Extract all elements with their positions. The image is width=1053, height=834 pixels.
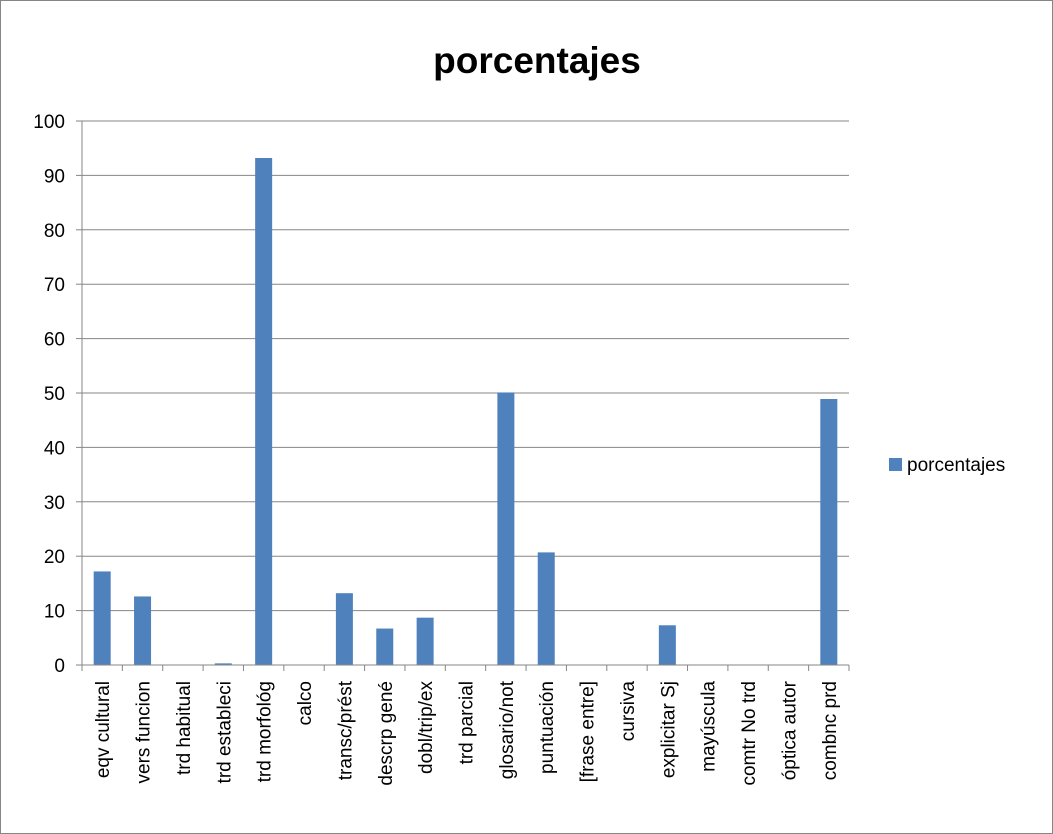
- bar-18: [820, 398, 838, 665]
- x-tick-label-14: explicitar Sj: [658, 681, 679, 778]
- x-tick-label-3: trd estableci: [214, 681, 235, 783]
- y-tick-label-0: 0: [54, 656, 65, 677]
- gridlines: [82, 120, 849, 612]
- x-tick-label-9: trd parcial: [457, 681, 478, 764]
- y-tick-label-8: 80: [44, 221, 65, 242]
- bar-0: [93, 571, 111, 665]
- bars: [93, 157, 838, 665]
- x-tick-label-7: descrp gené: [376, 681, 397, 786]
- x-tick-label-6: transc/prést: [335, 680, 356, 780]
- y-tick-label-1: 10: [44, 602, 65, 623]
- y-tick-label-2: 20: [44, 547, 65, 568]
- bar-8: [416, 617, 434, 665]
- bar-11: [537, 552, 555, 665]
- bar-4: [255, 157, 273, 665]
- x-tick-label-13: cursiva: [618, 681, 639, 742]
- bar-1: [134, 596, 152, 665]
- y-tick-label-10: 100: [33, 112, 65, 133]
- x-tick-label-8: dobl/trip/ex: [416, 681, 437, 774]
- x-tick-label-17: óptica autor: [779, 680, 800, 780]
- y-tick-label-4: 40: [44, 438, 65, 459]
- x-tick-label-15: mayúscula: [699, 681, 720, 772]
- x-tick-labels: eqv cultural vers funcion trd habitual trd …: [93, 680, 841, 785]
- bar-7: [376, 628, 394, 665]
- x-tick-label-11: puntuación: [537, 681, 558, 774]
- bar-10: [497, 392, 515, 665]
- y-tick-label-5: 50: [44, 384, 65, 405]
- x-tick-label-16: comtr No trd: [739, 681, 760, 786]
- bar-6: [335, 593, 353, 665]
- x-tick-label-4: trd morfológ: [255, 681, 276, 782]
- legend-swatch: [889, 458, 902, 471]
- bar-3: [214, 663, 232, 665]
- x-tick-label-10: glosario/not: [497, 680, 518, 779]
- x-tick-label-0: eqv cultural: [93, 681, 114, 778]
- bar-14: [658, 625, 676, 665]
- y-tick-label-7: 70: [44, 275, 65, 296]
- x-tick-label-2: trd habitual: [174, 681, 195, 775]
- axes: [76, 120, 850, 671]
- x-tick-label-1: vers funcion: [134, 681, 155, 783]
- y-tick-label-9: 90: [44, 166, 65, 187]
- legend-label: porcentajes: [907, 455, 1005, 476]
- x-tick-label-5: calco: [295, 681, 316, 725]
- legend: porcentajes: [889, 455, 1005, 476]
- chart-title: porcentajes: [433, 40, 641, 81]
- y-tick-label-6: 60: [44, 330, 65, 351]
- x-tick-label-18: combnc prd: [820, 681, 841, 780]
- x-tick-label-12: [frase entre]: [578, 681, 599, 782]
- y-tick-label-3: 30: [44, 493, 65, 514]
- y-tick-labels: 0 10 20 30 40 50 60 70 80 90 100: [33, 112, 65, 677]
